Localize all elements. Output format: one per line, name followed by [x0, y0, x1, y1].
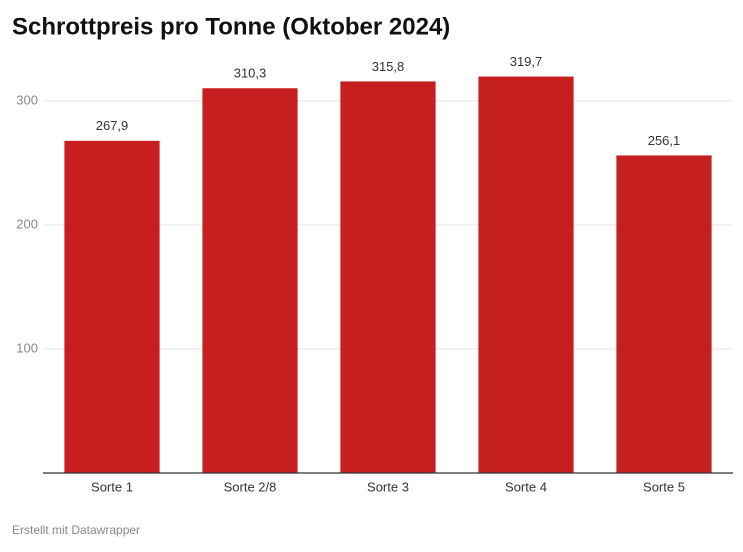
- x-tick-label: Sorte 4: [505, 479, 547, 494]
- footer: Erstellt mit Datawrapper: [12, 523, 140, 537]
- y-tick-label: 200: [16, 216, 38, 231]
- y-tick-label: 100: [16, 340, 38, 355]
- value-label: 315,8: [372, 59, 405, 74]
- bar: [340, 81, 436, 474]
- value-label: 310,3: [234, 66, 267, 81]
- x-tick-label: Sorte 2/8: [224, 479, 277, 494]
- bar: [202, 88, 298, 473]
- x-tick-label: Sorte 5: [643, 479, 685, 494]
- bar: [64, 140, 160, 473]
- x-tick-label: Sorte 1: [91, 479, 133, 494]
- x-tick-label: Sorte 3: [367, 479, 409, 494]
- bar: [616, 155, 712, 473]
- chart-title: Schrottpreis pro Tonne (Oktober 2024): [12, 13, 450, 40]
- value-label: 256,1: [648, 133, 681, 148]
- value-label: 267,9: [96, 118, 129, 133]
- value-label: 319,7: [510, 54, 543, 69]
- bar: [478, 76, 574, 474]
- y-tick-label: 300: [16, 92, 38, 107]
